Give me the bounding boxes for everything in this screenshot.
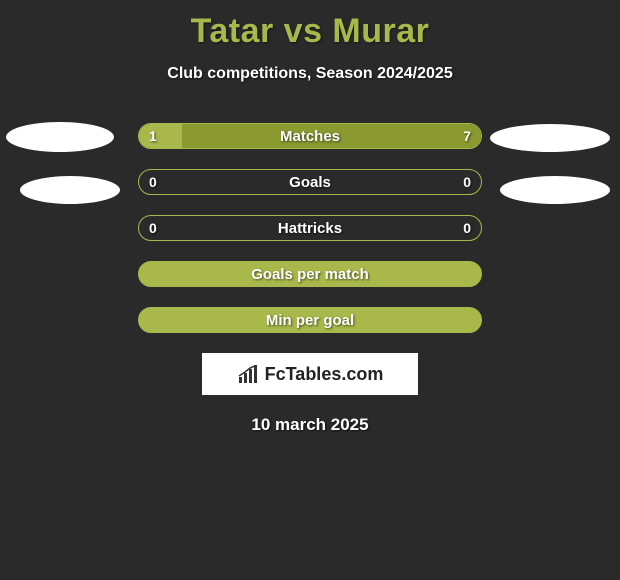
stat-label: Goals per match <box>139 262 481 286</box>
bar-chart-icon <box>237 365 261 383</box>
avatar-placeholder-2 <box>490 124 610 152</box>
comparison-subtitle: Club competitions, Season 2024/2025 <box>0 65 620 83</box>
stat-row: 00Goals <box>138 169 482 195</box>
avatar-placeholder-3 <box>500 176 610 204</box>
stat-row: Min per goal <box>138 307 482 333</box>
stat-label: Min per goal <box>139 308 481 332</box>
stat-label: Matches <box>139 124 481 148</box>
avatar-placeholder-1 <box>20 176 120 204</box>
stat-row: 00Hattricks <box>138 215 482 241</box>
comparison-title: Tatar vs Murar <box>0 0 620 51</box>
logo-text: FcTables.com <box>265 364 384 385</box>
stat-label: Goals <box>139 170 481 194</box>
avatar-placeholder-0 <box>6 122 114 152</box>
stat-row: Goals per match <box>138 261 482 287</box>
stat-label: Hattricks <box>139 216 481 240</box>
stat-row: 17Matches <box>138 123 482 149</box>
fctables-logo[interactable]: FcTables.com <box>202 353 418 395</box>
stats-area: 17Matches 00Goals 00Hattricks Goals per mat… <box>138 123 482 333</box>
snapshot-date: 10 march 2025 <box>0 415 620 435</box>
